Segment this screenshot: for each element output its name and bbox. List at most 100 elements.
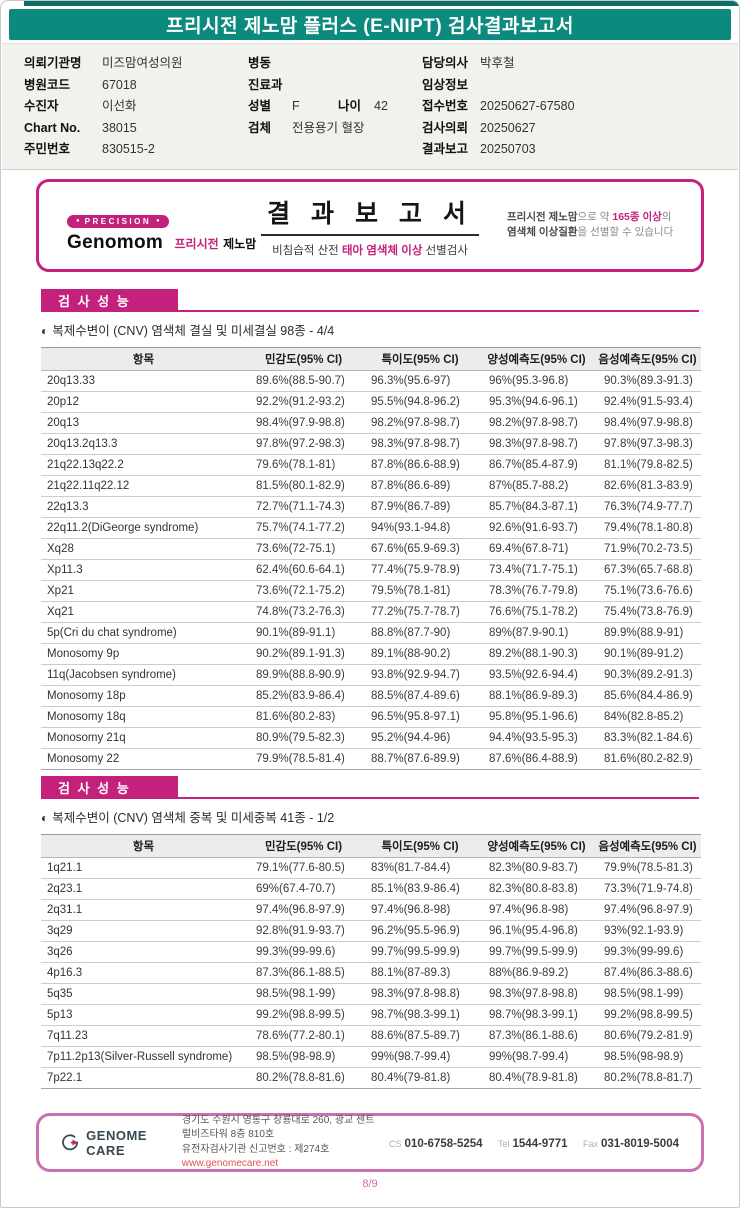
table-row: 1q21.1 79.1%(77.6-80.5) 83%(81.7-84.4) 82.3… [41, 857, 701, 879]
row-value: 87.4%(86.3-88.6) [594, 962, 701, 984]
row-value: 73.6%(72.1-75.2) [246, 580, 361, 602]
table-header-row: 항목 민감도(95% CI) 특이도(95% CI) 양성예측도(95% CI) 음성예… [41, 834, 701, 858]
row-value: 99.7%(99.5-99.9) [479, 941, 594, 963]
section-header-badge: 검 사 성 능 [41, 289, 178, 312]
column-header: 특이도(95% CI) [361, 347, 479, 371]
top-accent-bar [24, 1, 739, 6]
row-item: 20q13.2q13.3 [41, 433, 246, 455]
row-value: 98.7%(98.3-99.1) [479, 1004, 594, 1026]
title-underline [261, 234, 479, 236]
table-row: 5p13 99.2%(98.8-99.5) 98.7%(98.3-99.1) 98.7… [41, 1004, 701, 1026]
patient-name-value: 이선화 [102, 99, 137, 113]
table-row: 7q11.23 78.6%(77.2-80.1) 88.6%(87.5-89.7) 8… [41, 1025, 701, 1047]
section-subtitle: ◐ 복제수변이 (CNV) 염색체 결실 및 미세결실 98종 - 4/4 [41, 324, 335, 338]
row-value: 98.3%(97.8-98.8) [479, 983, 594, 1005]
org-value: 미즈맘여성의원 [102, 56, 183, 70]
row-value: 77.4%(75.9-78.9) [361, 559, 479, 581]
table-row: 21q22.13q22.2 79.6%(78.1-81) 87.8%(86.6-88… [41, 454, 701, 476]
row-value: 76.6%(75.1-78.2) [479, 601, 594, 623]
row-value: 94%(93.1-94.8) [361, 517, 479, 539]
row-value: 87.3%(86.1-88.5) [246, 962, 361, 984]
doctor-label: 담당의사 [422, 56, 469, 70]
column-header: 양성예측도(95% CI) [479, 347, 594, 371]
row-value: 77.2%(75.7-78.7) [361, 601, 479, 623]
row-value: 88%(86.9-89.2) [479, 962, 594, 984]
row-item: 22q13.3 [41, 496, 246, 518]
row-value: 98.2%(97.8-98.7) [479, 412, 594, 434]
rrn-label: 주민번호 [24, 142, 71, 156]
row-value: 96.3%(95.6-97) [361, 370, 479, 392]
row-value: 83.3%(82.1-84.6) [594, 727, 701, 749]
footer-address: 경기도 수원시 영통구 창룡대로 260, 광교 센트럴비즈타워 8층 810호 [181, 1114, 375, 1141]
row-value: 67.3%(65.7-68.8) [594, 559, 701, 581]
row-value: 96.5%(95.8-97.1) [361, 706, 479, 728]
test-description-note: 프리시전 제노맘으로 약 165종 이상의 염색체 이상질환을 선별할 수 있습… [507, 211, 674, 238]
brand-sub-genomom: 제노맘 [223, 236, 257, 251]
table-row: 20p12 92.2%(91.2-93.2) 95.5%(94.8-96.2) 95.… [41, 391, 701, 413]
request-date-value: 20250627 [480, 120, 536, 135]
row-value: 80.4%(78.9-81.8) [479, 1067, 594, 1089]
row-value: 82.3%(80.8-83.8) [479, 878, 594, 900]
row-item: 1q21.1 [41, 857, 246, 879]
row-value: 88.8%(87.7-90) [361, 622, 479, 644]
row-value: 99%(98.7-99.4) [479, 1046, 594, 1068]
website-link[interactable]: www.genomecare.net [181, 1158, 279, 1169]
chart-no-label: Chart No. [24, 120, 81, 135]
row-value: 93.8%(92.9-94.7) [361, 664, 479, 686]
receipt-no-label: 접수번호 [422, 99, 469, 113]
row-item: 5p(Cri du chat syndrome) [41, 622, 246, 644]
row-value: 86.7%(85.4-87.9) [479, 454, 594, 476]
half-circle-icon: ◐ [41, 811, 49, 825]
row-value: 97.8%(97.3-98.3) [594, 433, 701, 455]
row-value: 95.5%(94.8-96.2) [361, 391, 479, 413]
row-value: 71.9%(70.2-73.5) [594, 538, 701, 560]
table-row: 3q29 92.8%(91.9-93.7) 96.2%(95.5-96.9) 96.1… [41, 920, 701, 942]
row-value: 89.9%(88.8-90.9) [246, 664, 361, 686]
row-value: 89.9%(88.9-91) [594, 622, 701, 644]
row-item: 21q22.11q22.12 [41, 475, 246, 497]
specimen-value: 전용용기 혈장 [292, 120, 365, 135]
row-value: 88.1%(86.9-89.3) [479, 685, 594, 707]
table-row: 2q31.1 97.4%(96.8-97.9) 97.4%(96.8-98) 97.4… [41, 899, 701, 921]
row-value: 62.4%(60.6-64.1) [246, 559, 361, 581]
performance-section-2: 검 사 성 능 ◐ 복제수변이 (CNV) 염색체 중복 및 미세중복 41종 -… [41, 776, 701, 1089]
doctor-value: 박후철 [480, 56, 515, 70]
row-item: 4p16.3 [41, 962, 246, 984]
row-value: 98.4%(97.9-98.8) [246, 412, 361, 434]
table-row: 21q22.11q22.12 81.5%(80.1-82.9) 87.8%(86.6… [41, 475, 701, 497]
row-item: Xq21 [41, 601, 246, 623]
row-item: 3q29 [41, 920, 246, 942]
row-value: 75.4%(73.8-76.9) [594, 601, 701, 623]
half-circle-icon: ◐ [41, 324, 49, 338]
row-value: 87.8%(86.6-89) [361, 475, 479, 497]
footer-box: GENOME CARE 경기도 수원시 영통구 창룡대로 260, 광교 센트럴… [36, 1113, 704, 1172]
column-header: 항목 [41, 347, 246, 371]
request-date-label: 검사의뢰 [422, 120, 469, 135]
row-value: 76.3%(74.9-77.7) [594, 496, 701, 518]
row-value: 75.1%(73.6-76.6) [594, 580, 701, 602]
row-value: 80.2%(78.8-81.6) [246, 1067, 361, 1089]
precision-badge-label: PRECISION [84, 216, 152, 226]
row-value: 89.2%(88.1-90.3) [479, 643, 594, 665]
row-value: 98.2%(97.8-98.7) [361, 412, 479, 434]
row-value: 88.7%(87.6-89.9) [361, 748, 479, 770]
result-report-header-box: ● PRECISION ● Genomom 프리시전 제노맘 결 과 보 고 서… [36, 179, 704, 272]
row-value: 94.4%(93.5-95.3) [479, 727, 594, 749]
row-item: 20p12 [41, 391, 246, 413]
row-value: 99.2%(98.8-99.5) [246, 1004, 361, 1026]
column-header: 음성예측도(95% CI) [594, 347, 701, 371]
table-row: 7p22.1 80.2%(78.8-81.6) 80.4%(79-81.8) 80.4… [41, 1067, 701, 1089]
table-header-row: 항목 민감도(95% CI) 특이도(95% CI) 양성예측도(95% CI) 음성예… [41, 347, 701, 371]
row-value: 90.3%(89.2-91.3) [594, 664, 701, 686]
hospital-code-label: 병원코드 [24, 77, 71, 92]
performance-table-deletions: 항목 민감도(95% CI) 특이도(95% CI) 양성예측도(95% CI) 음성예… [41, 347, 701, 770]
column-header: 양성예측도(95% CI) [479, 834, 594, 858]
row-value: 78.6%(77.2-80.1) [246, 1025, 361, 1047]
row-value: 79.5%(78.1-81) [361, 580, 479, 602]
table-row: 22q11.2(DiGeorge syndrome) 75.7%(74.1-77.… [41, 517, 701, 539]
table-row: 20q13.2q13.3 97.8%(97.2-98.3) 98.3%(97.8-9… [41, 433, 701, 455]
row-value: 78.3%(76.7-79.8) [479, 580, 594, 602]
chart-no-value: 38015 [102, 120, 137, 135]
row-value: 89%(87.9-90.1) [479, 622, 594, 644]
subtitle-accent: 태아 염색체 이상 [341, 245, 423, 257]
